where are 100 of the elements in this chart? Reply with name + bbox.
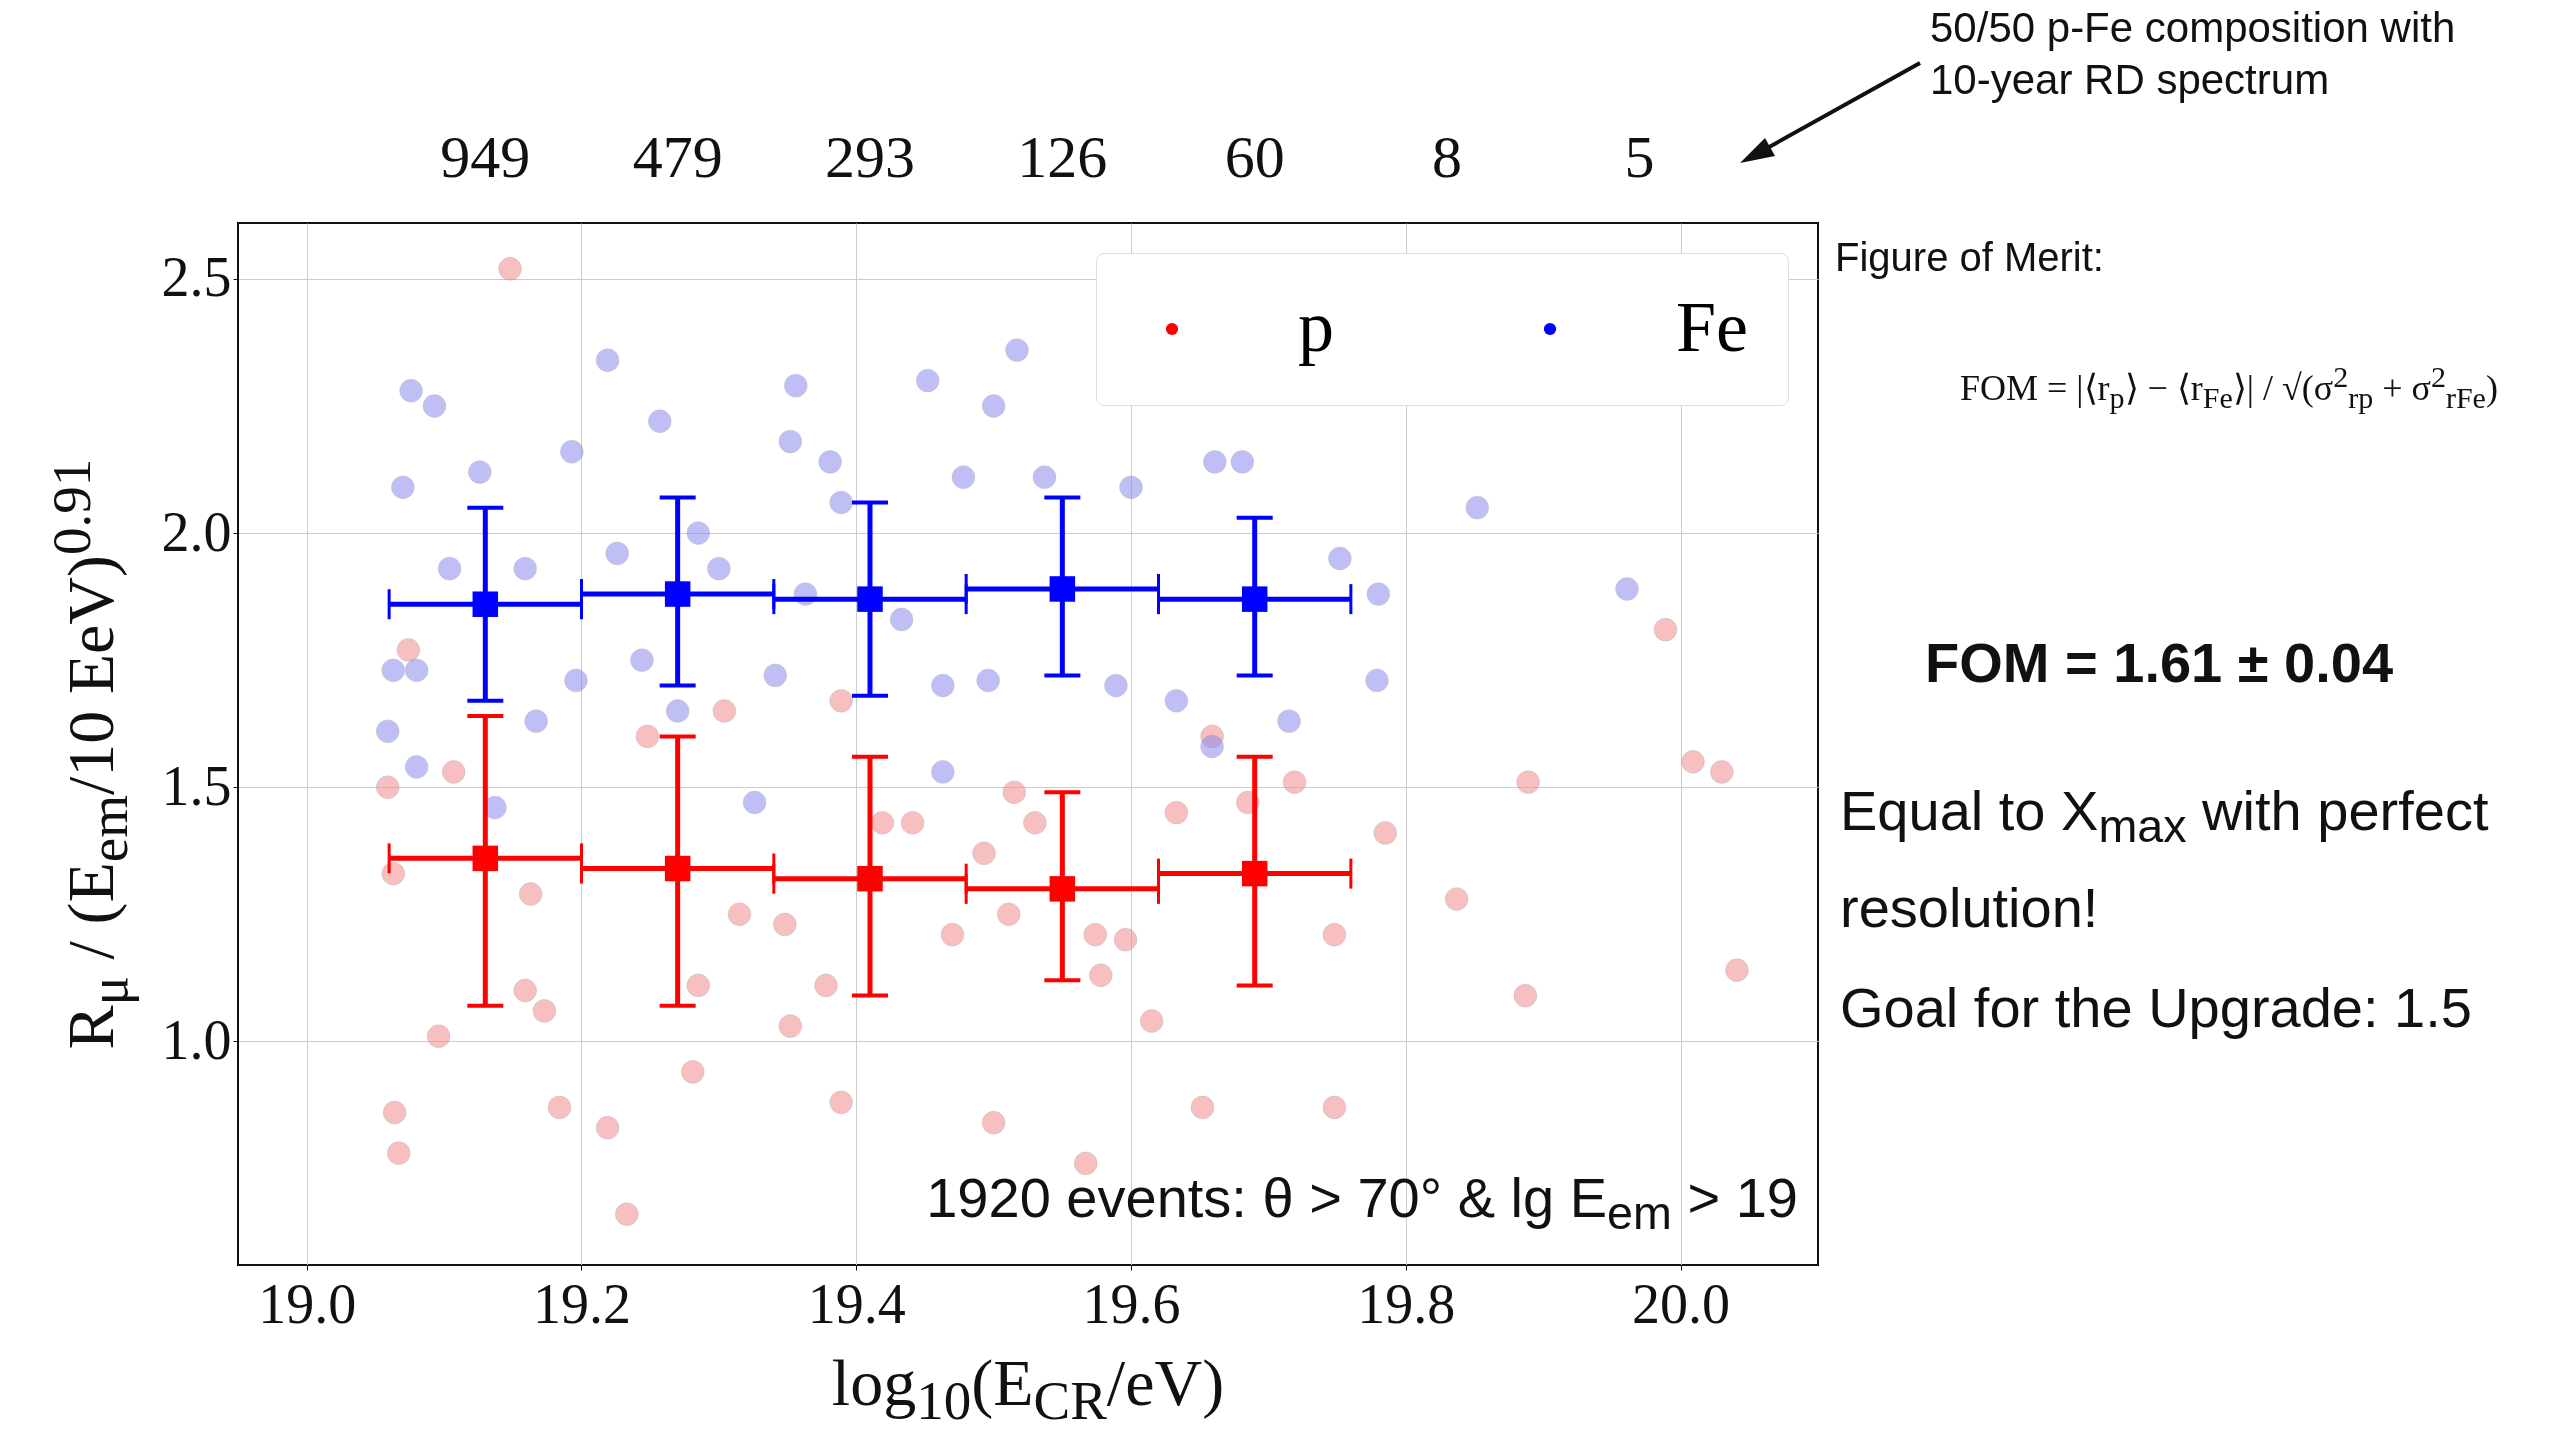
point [1366, 582, 1391, 606]
point [1241, 860, 1268, 887]
point [381, 861, 406, 886]
text: Goal for the Upgrade: 1.5 [1840, 975, 2472, 1040]
x-tick-label: 19.4 [807, 1272, 906, 1335]
y-tick-label: 2.0 [161, 500, 232, 563]
legend-label: p [1298, 287, 1334, 367]
text: 949 [439, 123, 532, 192]
point [742, 790, 767, 815]
point [1444, 887, 1469, 911]
x-tick-label: 20.0 [1632, 1272, 1731, 1335]
point [513, 978, 538, 1003]
point [664, 581, 691, 607]
point [930, 673, 955, 698]
point [1022, 810, 1047, 835]
point [559, 439, 584, 464]
point [778, 429, 803, 454]
point [630, 648, 654, 673]
point [426, 1024, 451, 1049]
x-tick-label: 19.8 [1357, 1272, 1456, 1335]
point [1725, 958, 1749, 983]
point [778, 1014, 803, 1038]
point [665, 699, 690, 723]
point [829, 490, 854, 515]
point [467, 460, 492, 484]
point [547, 1095, 572, 1120]
point [605, 541, 630, 566]
point [422, 394, 447, 418]
point [686, 973, 711, 998]
point [441, 760, 466, 784]
point [1200, 734, 1225, 759]
text: 293 [824, 123, 916, 192]
y-tick-label: 2.5 [161, 246, 232, 309]
point [706, 556, 731, 581]
point [818, 450, 843, 474]
point [1681, 749, 1705, 774]
x-tick-label: 19.6 [1082, 1272, 1181, 1335]
point [1164, 800, 1189, 825]
point [940, 922, 965, 947]
point [1032, 465, 1057, 490]
point [996, 902, 1021, 927]
point [614, 1202, 639, 1227]
point [399, 378, 424, 403]
point [1653, 617, 1678, 642]
point [981, 394, 1006, 418]
point [1513, 983, 1538, 1008]
point [727, 902, 752, 927]
point [972, 841, 996, 866]
point [1113, 927, 1138, 952]
point [532, 998, 557, 1023]
point [381, 658, 406, 683]
point [404, 754, 429, 779]
point [1365, 668, 1389, 693]
point [1322, 922, 1347, 947]
point [930, 760, 955, 784]
point [1327, 546, 1352, 571]
point [375, 775, 400, 800]
text: FOM = |⟨r$_{p}$⟩ − ⟨r$_{Fe}$⟩| / √(σ$^{2}$$_{rp}$ + σ$^{2}$$_{rFe}$) [1960, 360, 2498, 415]
point [635, 724, 660, 749]
point [647, 409, 672, 434]
point [783, 373, 808, 398]
point [1241, 586, 1268, 612]
point [1164, 688, 1189, 713]
point [900, 810, 925, 835]
point [518, 882, 543, 906]
point [1465, 495, 1490, 520]
text: 60 [1223, 123, 1286, 192]
point [772, 912, 797, 937]
point [1277, 709, 1301, 734]
point [1119, 475, 1143, 500]
point [1083, 922, 1108, 947]
point [680, 1059, 705, 1084]
point [390, 475, 415, 500]
point [437, 556, 462, 581]
text: 5 [1623, 123, 1656, 192]
text: 126 [1016, 123, 1109, 192]
point [814, 973, 838, 998]
point [1049, 576, 1076, 602]
x-tick-label: 19.2 [532, 1272, 631, 1335]
point [1049, 876, 1076, 902]
point [1230, 450, 1255, 474]
point [524, 709, 549, 734]
point [472, 591, 499, 617]
y-tick-label: 1.0 [161, 1008, 232, 1071]
point [382, 1100, 407, 1125]
point [1615, 577, 1639, 601]
y-tick-label: 1.5 [161, 754, 232, 817]
point [472, 845, 499, 872]
point [1282, 770, 1307, 794]
point [763, 663, 788, 688]
point [513, 556, 538, 581]
point [1190, 1095, 1215, 1120]
point [1516, 770, 1541, 794]
point [1073, 1151, 1098, 1176]
point [595, 1115, 620, 1140]
point [829, 1090, 854, 1115]
point [857, 586, 883, 612]
point [981, 1110, 1006, 1135]
point [1104, 673, 1128, 698]
point [564, 668, 588, 693]
